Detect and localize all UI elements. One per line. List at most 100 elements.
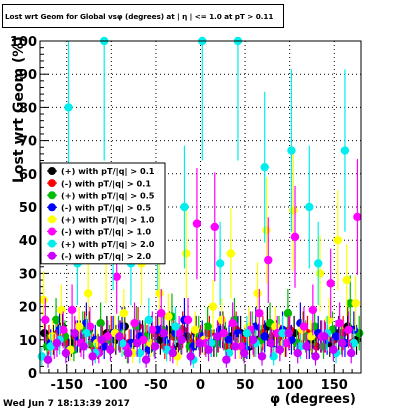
- legend-label: (+) with pT/|q| > 2.0: [61, 239, 155, 249]
- legend-swatch: [48, 215, 56, 224]
- data-point: [112, 272, 121, 281]
- data-point: [231, 342, 240, 351]
- data-point: [141, 355, 151, 364]
- data-point: [190, 325, 200, 335]
- data-point: [217, 315, 227, 325]
- data-point: [130, 319, 139, 328]
- data-point: [157, 309, 166, 318]
- data-point: [305, 202, 314, 212]
- data-point: [159, 328, 169, 338]
- legend-label: (+) with pT/|q| > 0.5: [61, 190, 155, 200]
- data-point: [58, 325, 68, 335]
- y-tick-label: 90: [19, 68, 37, 83]
- data-point: [326, 279, 335, 288]
- data-point: [168, 348, 178, 358]
- data-point: [164, 312, 173, 321]
- data-point: [210, 222, 219, 232]
- chart-title: Lost wrt Geom for Global vsφ (degrees) a…: [5, 11, 274, 21]
- data-point: [290, 232, 300, 242]
- data-point: [75, 322, 84, 331]
- data-point: [293, 348, 302, 358]
- data-point: [97, 335, 106, 344]
- data-point: [85, 322, 95, 331]
- x-tick-label: 100: [276, 378, 303, 393]
- data-point: [155, 289, 164, 298]
- data-point: [119, 309, 129, 318]
- data-point: [340, 146, 350, 155]
- data-point: [67, 305, 77, 315]
- legend-box: [40, 162, 166, 265]
- data-point: [266, 338, 276, 348]
- y-tick-label: 50: [19, 201, 37, 216]
- x-tick-label: 50: [236, 378, 254, 393]
- legend-label: (+) with pT/|q| > 1.0: [61, 215, 155, 225]
- data-point: [208, 302, 218, 311]
- data-point: [314, 259, 323, 268]
- y-axis-label: Lost wrt Geom (%): [11, 36, 27, 183]
- data-point: [177, 335, 186, 344]
- legend-swatch: [48, 203, 56, 212]
- data-point: [253, 289, 262, 298]
- y-tick-label: 80: [19, 101, 37, 116]
- data-point: [203, 322, 212, 331]
- data-point: [226, 249, 236, 258]
- data-point: [284, 328, 293, 338]
- data-point: [324, 315, 334, 325]
- data-point: [320, 332, 329, 341]
- data-point: [186, 352, 195, 361]
- data-point: [335, 319, 344, 328]
- legend-label: (-) with pT/|q| > 0.5: [61, 203, 151, 213]
- data-point: [308, 305, 318, 315]
- data-point: [79, 342, 88, 351]
- legend-label: (+) with pT/|q| > 0.1: [61, 166, 155, 176]
- data-point: [351, 299, 360, 308]
- data-point: [180, 202, 189, 212]
- data-point: [222, 355, 231, 364]
- legend-swatch: [48, 179, 56, 188]
- y-tick-label: 20: [19, 301, 37, 316]
- data-point: [219, 328, 228, 338]
- plot-frame: [39, 40, 362, 374]
- chart-title-box: Lost wrt Geom for Global vsφ (degrees) a…: [2, 4, 284, 28]
- legend-swatch: [48, 167, 56, 175]
- data-point: [148, 325, 157, 335]
- data-point: [257, 352, 267, 361]
- data-point: [144, 315, 153, 325]
- data-point: [204, 345, 213, 354]
- series-7: [43, 315, 356, 368]
- data-point: [338, 338, 347, 348]
- x-tick-label: -50: [144, 378, 168, 393]
- data-point: [228, 319, 237, 328]
- data-point: [215, 259, 225, 268]
- data-point: [283, 309, 293, 318]
- x-tick-label: -150: [50, 378, 83, 393]
- legend-swatch: [48, 239, 56, 248]
- y-tick-label: 100: [10, 35, 37, 50]
- data-point: [289, 206, 298, 215]
- y-tick-label: 70: [19, 135, 37, 150]
- data-point: [306, 332, 316, 341]
- data-point: [260, 332, 269, 341]
- legend-swatch: [48, 251, 56, 260]
- data-point: [57, 305, 66, 315]
- data-point: [51, 315, 61, 325]
- y-tick-label: 60: [19, 168, 37, 183]
- legend-swatch: [48, 191, 56, 200]
- data-point: [43, 355, 53, 364]
- legend-swatch: [48, 227, 56, 236]
- x-axis-label: φ (degrees): [270, 392, 356, 407]
- data-point: [255, 309, 264, 318]
- data-point: [302, 342, 311, 351]
- data-point: [88, 352, 97, 361]
- data-point: [39, 295, 48, 305]
- data-point: [64, 103, 73, 112]
- data-point: [96, 319, 105, 328]
- legend-label: (-) with pT/|q| > 1.0: [61, 227, 151, 237]
- y-tick-label: 10: [19, 334, 37, 349]
- data-point: [182, 249, 191, 258]
- y-tick-label: 0: [28, 367, 37, 382]
- data-point: [342, 275, 351, 285]
- data-point: [150, 342, 160, 351]
- data-point: [242, 328, 252, 338]
